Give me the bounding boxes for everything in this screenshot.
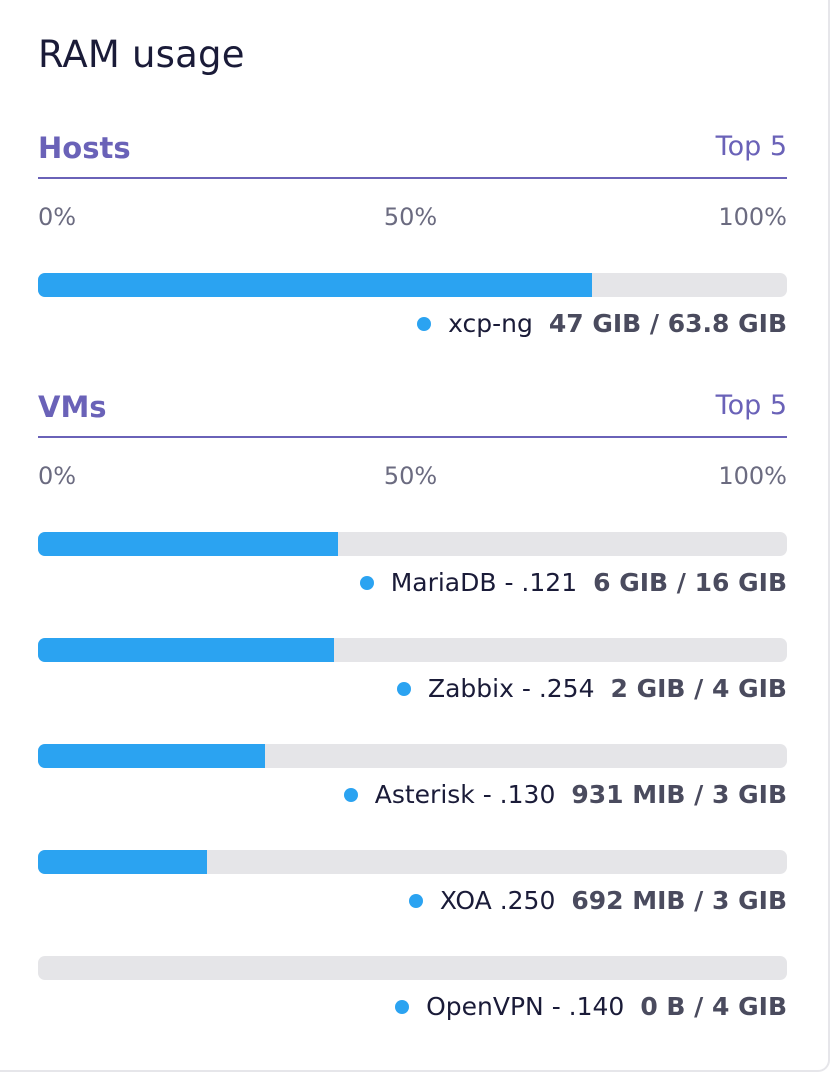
vm-row: Zabbix - .254 2 GIB / 4 GIB (38, 638, 787, 708)
usage-legend: Asterisk - .130 931 MIB / 3 GIB (343, 780, 787, 809)
item-name: xcp-ng (448, 309, 533, 338)
usage-bar-fill (38, 638, 334, 662)
usage-bar-track (38, 532, 787, 556)
scale-label-50: 50% (383, 203, 438, 231)
item-name: Zabbix - .254 (427, 674, 595, 703)
hosts-scale: 0% 50% 100% (38, 203, 787, 243)
item-usage: 47 GIB / 63.8 GIB (548, 309, 787, 338)
usage-legend: OpenVPN - .140 0 B / 4 GIB (395, 992, 787, 1021)
vm-row: XOA .250 692 MIB / 3 GIB (38, 850, 787, 920)
usage-legend: MariaDB - .121 6 GIB / 16 GIB (359, 568, 787, 597)
usage-bar-fill (38, 850, 207, 874)
vm-row: Asterisk - .130 931 MIB / 3 GIB (38, 744, 787, 814)
scale-label-0: 0% (38, 203, 77, 231)
item-usage: 931 MIB / 3 GIB (571, 780, 787, 809)
hosts-section: Hosts Top 5 0% 50% 100% xcp-ng 47 GIB / … (38, 131, 787, 338)
scale-label-100: 100% (718, 203, 787, 231)
legend-dot-icon (408, 893, 423, 908)
usage-legend: Zabbix - .254 2 GIB / 4 GIB (396, 674, 788, 703)
vms-scale: 0% 50% 100% (38, 462, 787, 502)
usage-bar-fill (38, 273, 593, 297)
item-usage: 2 GIB / 4 GIB (610, 674, 788, 703)
item-name: Asterisk - .130 (374, 780, 556, 809)
scale-label-100: 100% (718, 462, 787, 490)
vms-section: VMs Top 5 0% 50% 100% MariaDB - .121 6 G… (38, 390, 787, 1021)
legend-dot-icon (343, 787, 358, 802)
legend-dot-icon (417, 316, 432, 331)
usage-bar-track (38, 638, 787, 662)
hosts-header: Hosts Top 5 (38, 131, 787, 179)
item-usage: 0 B / 4 GIB (640, 992, 787, 1021)
usage-bar-track (38, 744, 787, 768)
scale-label-50: 50% (383, 462, 438, 490)
vm-row: MariaDB - .121 6 GIB / 16 GIB (38, 532, 787, 602)
item-usage: 692 MIB / 3 GIB (571, 886, 787, 915)
usage-bar-track (38, 956, 787, 980)
host-row: xcp-ng 47 GIB / 63.8 GIB (38, 273, 787, 343)
legend-dot-icon (396, 681, 411, 696)
legend-dot-icon (359, 575, 374, 590)
card-title: RAM usage (38, 33, 245, 76)
usage-bar-track (38, 850, 787, 874)
scale-label-0: 0% (38, 462, 77, 490)
usage-bar-track (38, 273, 787, 297)
vm-row: OpenVPN - .140 0 B / 4 GIB (38, 956, 787, 1026)
vms-header: VMs Top 5 (38, 390, 787, 438)
hosts-top5-link[interactable]: Top 5 (715, 131, 787, 162)
item-usage: 6 GIB / 16 GIB (593, 568, 787, 597)
item-name: OpenVPN - .140 (426, 992, 625, 1021)
vms-title: VMs (38, 390, 107, 424)
legend-dot-icon (395, 999, 410, 1014)
usage-legend: xcp-ng 47 GIB / 63.8 GIB (417, 309, 787, 338)
item-name: XOA .250 (439, 886, 556, 915)
usage-legend: XOA .250 692 MIB / 3 GIB (408, 886, 787, 915)
usage-bar-fill (38, 744, 265, 768)
item-name: MariaDB - .121 (390, 568, 578, 597)
hosts-title: Hosts (38, 131, 131, 165)
vms-top5-link[interactable]: Top 5 (715, 390, 787, 421)
usage-bar-fill (38, 532, 338, 556)
